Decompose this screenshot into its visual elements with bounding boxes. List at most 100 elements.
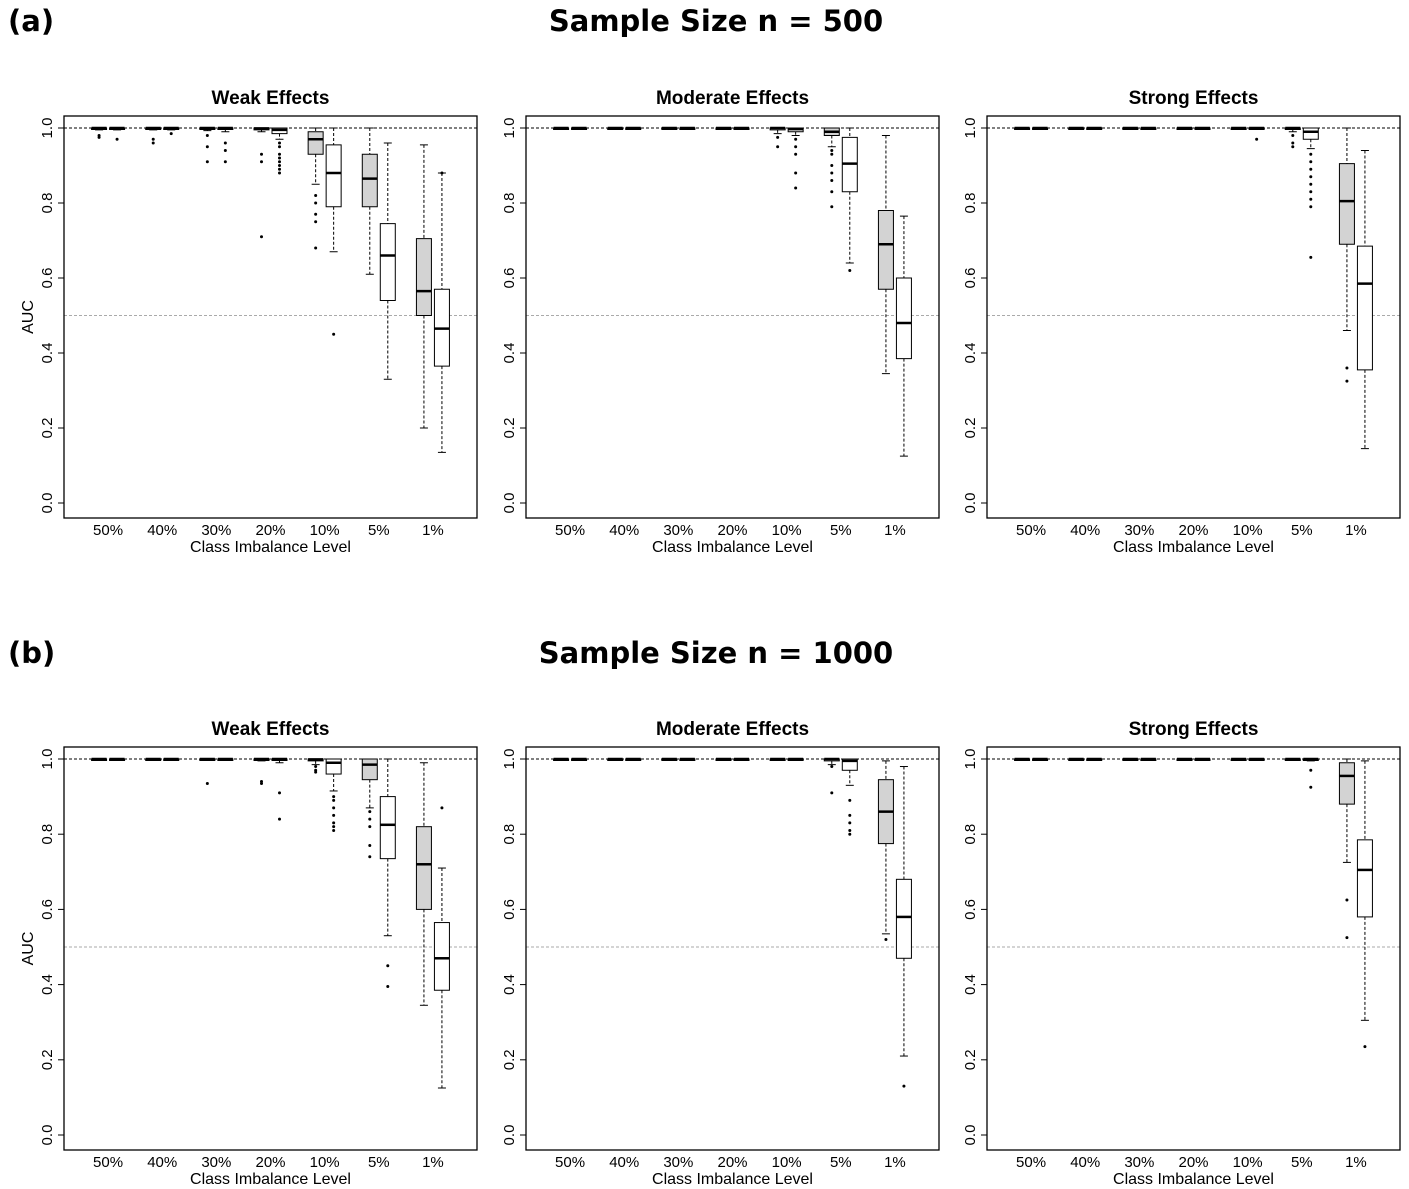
x-axis-label: Class Imbalance Level	[1113, 539, 1274, 556]
outlier-point	[278, 164, 281, 167]
chart-a-3: 0.0 0.2 0.4 0.6 0.8 1.0 50% 40% 30% 20% 10% 5% 1% Cla…	[962, 88, 1401, 556]
y-tick-label: 0.8	[962, 193, 979, 214]
y-tick-label: 0.4	[39, 974, 56, 995]
outlier-point	[1255, 137, 1259, 141]
x-tick-label: 40%	[1070, 522, 1100, 539]
y-tick-label: 0.6	[39, 899, 56, 920]
outlier-point	[776, 135, 780, 139]
outlier-point	[440, 171, 444, 175]
outlier-point	[314, 220, 318, 224]
x-tick-label: 1%	[884, 522, 906, 539]
outlier-point	[848, 798, 852, 802]
outlier-point	[151, 141, 155, 145]
panel-a-title: Sample Size n = 500	[548, 4, 884, 38]
outlier-point	[278, 171, 281, 175]
outlier-point	[1309, 182, 1313, 186]
outlier-point	[332, 821, 336, 825]
outlier-point	[830, 791, 834, 795]
outlier-point	[794, 152, 798, 156]
x-tick-label: 30%	[663, 522, 693, 539]
plot-frame	[525, 746, 940, 1151]
y-tick-label: 0.4	[962, 974, 979, 995]
outlier-point	[1309, 160, 1313, 164]
plot-frame	[525, 115, 940, 519]
outlier-point	[205, 781, 209, 785]
y-tick-label: 1.0	[501, 749, 518, 770]
outlier-point	[1291, 134, 1295, 137]
x-axis-label: Class Imbalance Level	[190, 1171, 351, 1188]
x-tick-label: 1%	[1345, 1154, 1367, 1171]
outlier-point	[278, 152, 281, 156]
x-axis-label: Class Imbalance Level	[652, 539, 813, 556]
x-tick-label: 5%	[830, 522, 852, 539]
plot-frame	[63, 746, 478, 1151]
outlier-point	[830, 765, 834, 769]
panel-a-letter: (a)	[8, 4, 55, 38]
outlier-point	[278, 156, 281, 160]
x-tick-label: 5%	[368, 1154, 390, 1171]
x-tick-label: 40%	[147, 1154, 177, 1171]
chart-a-1: 0.0 0.2 0.4 0.6 0.8 1.0 50% 40% 30% 20% 10% 5% 1% Cla…	[20, 88, 478, 556]
box	[1338, 762, 1355, 805]
x-axis-label: Class Imbalance Level	[1113, 1171, 1274, 1188]
chart-b-1: 0.0 0.2 0.4 0.6 0.8 1.0 50% 40% 30% 20% 10% 5% 1% Cla…	[20, 719, 478, 1188]
box	[379, 223, 396, 301]
x-tick-label: 20%	[717, 522, 747, 539]
y-axis-label: AUC	[20, 300, 37, 334]
outlier-point	[440, 806, 444, 810]
outlier-point	[884, 937, 888, 941]
outlier-point	[368, 825, 372, 829]
box	[415, 826, 432, 910]
outlier-point	[848, 813, 852, 817]
x-tick-label: 1%	[422, 1154, 444, 1171]
box	[877, 210, 894, 290]
y-tick-label: 0.6	[962, 268, 979, 289]
outlier-point	[260, 160, 263, 164]
x-tick-label: 30%	[201, 1154, 231, 1171]
y-tick-label: 0.4	[962, 343, 979, 364]
plot-frame	[986, 115, 1401, 519]
outlier-point	[794, 137, 798, 141]
x-tick-label: 50%	[93, 1154, 123, 1171]
y-tick-label: 0.2	[501, 418, 518, 439]
y-tick-label: 0.2	[962, 418, 979, 439]
y-tick-label: 0.6	[501, 268, 518, 289]
panel-b-title: Sample Size n = 1000	[538, 636, 894, 670]
outlier-point	[332, 332, 336, 336]
outlier-point	[902, 1084, 906, 1088]
x-tick-label: 20%	[1178, 1154, 1208, 1171]
x-tick-label: 30%	[1124, 1154, 1154, 1171]
chart-title: Weak Effects	[212, 719, 330, 740]
x-tick-label: 30%	[663, 1154, 693, 1171]
y-tick-label: 0.4	[39, 343, 56, 364]
outlier-point	[332, 825, 336, 829]
outlier-point	[332, 798, 336, 802]
y-tick-label: 0.0	[962, 493, 979, 514]
x-tick-label: 50%	[93, 522, 123, 539]
outlier-point	[848, 832, 852, 836]
outlier-point	[830, 164, 834, 167]
x-tick-label: 20%	[1178, 522, 1208, 539]
panel-b-letter: (b)	[8, 636, 56, 670]
box	[325, 144, 342, 208]
outlier-point	[314, 212, 318, 216]
outlier-point	[1363, 1045, 1367, 1049]
x-tick-label: 40%	[1070, 1154, 1100, 1171]
outlier-point	[794, 171, 798, 175]
box	[1356, 245, 1373, 371]
box	[361, 758, 378, 781]
outlier-point	[794, 186, 798, 190]
outlier-point	[332, 813, 336, 817]
outlier-point	[1309, 167, 1313, 171]
outlier-point	[1309, 190, 1313, 194]
chart-title: Moderate Effects	[656, 719, 809, 740]
x-tick-label: 5%	[830, 1154, 852, 1171]
outlier-point	[848, 828, 852, 832]
y-tick-label: 0.0	[501, 493, 518, 514]
outlier-point	[1309, 175, 1313, 179]
outlier-point	[1291, 145, 1295, 149]
outlier-point	[332, 795, 336, 799]
y-tick-label: 1.0	[39, 749, 56, 770]
box	[361, 153, 378, 208]
